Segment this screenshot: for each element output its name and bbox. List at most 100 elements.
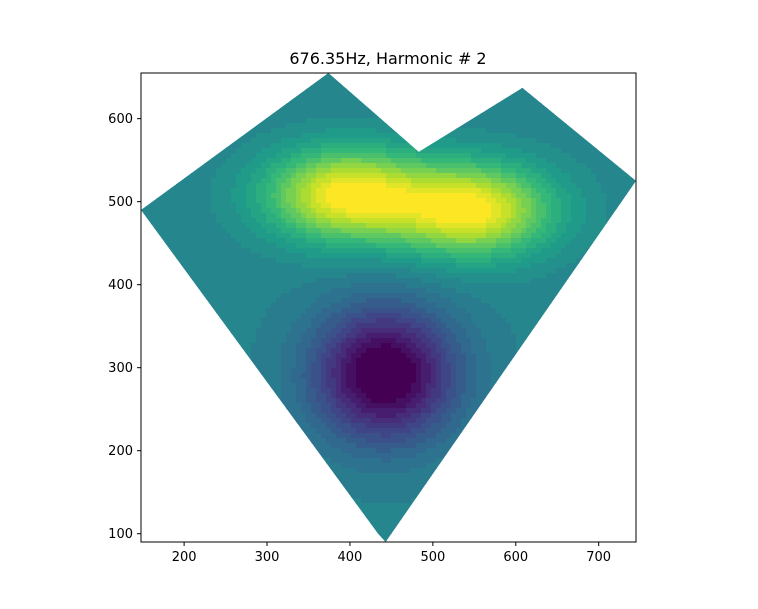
contour-cell: [301, 423, 307, 429]
contour-cell: [211, 288, 217, 294]
contour-cell: [336, 373, 342, 379]
contour-cell: [176, 358, 182, 364]
contour-cell: [251, 83, 257, 89]
contour-cell: [206, 398, 212, 404]
contour-cell: [151, 83, 157, 89]
contour-cell: [321, 83, 327, 89]
contour-cell: [216, 163, 222, 169]
contour-cell: [256, 343, 262, 349]
contour-cell: [246, 183, 252, 189]
contour-cell: [201, 463, 207, 469]
contour-cell: [356, 158, 362, 164]
contour-cell: [181, 253, 187, 259]
contour-cell: [336, 208, 342, 214]
contour-cell: [241, 448, 247, 454]
contour-cell: [341, 343, 347, 349]
contour-cell: [271, 158, 277, 164]
contour-cell: [211, 348, 217, 354]
contour-cell: [186, 153, 192, 159]
contour-cell: [231, 88, 237, 94]
contour-cell: [231, 83, 237, 89]
contour-cell: [146, 318, 152, 324]
contour-cell: [281, 143, 287, 149]
contour-cell: [241, 473, 247, 479]
contour-cell: [141, 358, 147, 364]
contour-cell: [371, 368, 377, 374]
contour-cell: [226, 218, 232, 224]
contour-cell: [321, 203, 327, 209]
contour-cell: [251, 293, 257, 299]
contour-cell: [356, 138, 362, 144]
contour-cell: [381, 473, 387, 479]
contour-cell: [206, 258, 212, 264]
contour-cell: [356, 248, 362, 254]
contour-cell: [231, 253, 237, 259]
contour-cell: [396, 323, 402, 329]
contour-cell: [326, 518, 332, 524]
contour-cell: [241, 133, 247, 139]
contour-cell: [361, 363, 367, 369]
contour-cell: [306, 313, 312, 319]
contour-cell: [346, 473, 352, 479]
contour-cell: [391, 198, 397, 204]
contour-cell: [366, 468, 372, 474]
contour-cell: [151, 218, 157, 224]
contour-cell: [201, 403, 207, 409]
contour-cell: [166, 283, 172, 289]
contour-cell: [171, 118, 177, 124]
contour-cell: [216, 333, 222, 339]
contour-cell: [366, 108, 372, 114]
contour-cell: [186, 433, 192, 439]
contour-cell: [226, 528, 232, 534]
contour-cell: [251, 338, 257, 344]
contour-cell: [161, 288, 167, 294]
contour-cell: [236, 263, 242, 269]
contour-cell: [376, 473, 382, 479]
contour-cell: [151, 188, 157, 194]
contour-cell: [246, 508, 252, 514]
contour-cell: [331, 313, 337, 319]
contour-cell: [281, 233, 287, 239]
contour-cell: [181, 358, 187, 364]
contour-cell: [241, 313, 247, 319]
contour-cell: [151, 393, 157, 399]
contour-cell: [186, 238, 192, 244]
contour-cell: [286, 328, 292, 334]
contour-cell: [251, 373, 257, 379]
contour-cell: [141, 113, 147, 119]
contour-cell: [256, 123, 262, 129]
contour-cell: [246, 103, 252, 109]
contour-cell: [281, 353, 287, 359]
contour-cell: [316, 258, 322, 264]
contour-cell: [146, 373, 152, 379]
contour-cell: [141, 163, 147, 169]
contour-cell: [296, 188, 302, 194]
contour-cell: [301, 363, 307, 369]
contour-cell: [231, 228, 237, 234]
contour-cell: [301, 233, 307, 239]
contour-cell: [261, 523, 267, 529]
contour-cell: [246, 73, 252, 79]
contour-cell: [186, 408, 192, 414]
contour-cell: [186, 143, 192, 149]
contour-cell: [346, 373, 352, 379]
contour-cell: [231, 193, 237, 199]
contour-cell: [161, 353, 167, 359]
contour-cell: [141, 253, 147, 259]
contour-cell: [186, 183, 192, 189]
contour-cell: [351, 248, 357, 254]
contour-cell: [391, 208, 397, 214]
contour-cell: [151, 493, 157, 499]
contour-cell: [401, 353, 407, 359]
contour-cell: [226, 333, 232, 339]
contour-cell: [211, 193, 217, 199]
contour-cell: [181, 318, 187, 324]
contour-cell: [401, 493, 407, 499]
contour-cell: [341, 268, 347, 274]
contour-cell: [171, 133, 177, 139]
contour-cell: [221, 243, 227, 249]
contour-cell: [291, 263, 297, 269]
contour-cell: [291, 508, 297, 514]
contour-cell: [356, 378, 362, 384]
contour-cell: [176, 218, 182, 224]
